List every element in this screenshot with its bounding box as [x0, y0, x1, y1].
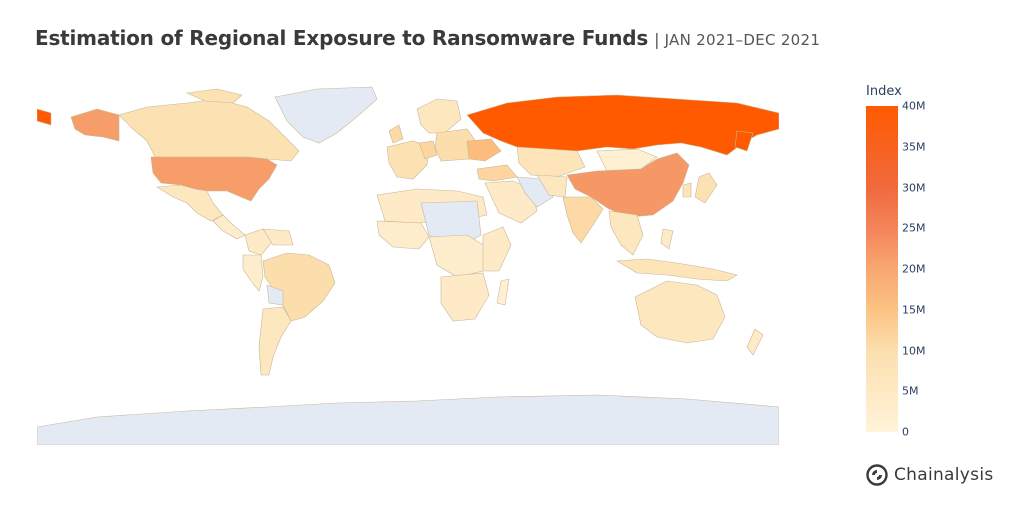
region-europe-west[interactable] [386, 140, 430, 180]
region-russia[interactable] [466, 94, 779, 156]
world-choropleth-map[interactable] [37, 85, 779, 445]
colorbar-tick-label: 5M [902, 384, 919, 398]
region-antarctica[interactable] [37, 394, 779, 445]
region-china[interactable] [566, 152, 690, 218]
region-canadian-islands[interactable] [185, 88, 243, 104]
region-russia-west-tip[interactable] [37, 108, 52, 126]
region-colombia[interactable] [244, 228, 274, 256]
chart-title: Estimation of Regional Exposure to Ranso… [35, 26, 820, 50]
region-bolivia[interactable] [266, 284, 284, 306]
region-west-africa[interactable] [376, 220, 430, 250]
colorbar-tick-label: 0 [902, 425, 909, 439]
colorbar-tick-label: 35M [902, 140, 926, 154]
colorbar-tick-label: 20M [902, 262, 926, 276]
region-south-africa[interactable] [440, 272, 490, 322]
colorbar [866, 106, 898, 432]
region-alaska-us-[interactable] [70, 108, 120, 142]
colorbar-tick-label: 10M [902, 344, 926, 357]
logo-brand-name: Chainalysis [894, 465, 994, 485]
region-new-zealand[interactable] [746, 328, 764, 356]
chart-title-main: Estimation of Regional Exposure to Ranso… [35, 26, 649, 50]
title-separator: | [654, 30, 660, 49]
chart-title-period: JAN 2021–DEC 2021 [664, 31, 821, 49]
region-united-kingdom[interactable] [388, 124, 404, 144]
region-japan[interactable] [694, 172, 718, 204]
region-indonesia[interactable] [616, 258, 738, 282]
region-argentina[interactable] [258, 306, 292, 376]
region-madagascar[interactable] [496, 278, 510, 306]
region-united-states[interactable] [150, 156, 278, 202]
chainalysis-logo: Chainalysis [866, 464, 994, 486]
colorbar-tick-label: 40M [902, 99, 926, 113]
region-australia[interactable] [634, 280, 726, 344]
region-scandinavia[interactable] [416, 98, 462, 134]
region-venezuela[interactable] [262, 228, 294, 246]
region-central-asia[interactable] [536, 174, 568, 198]
colorbar-tick-label: 25M [902, 221, 926, 235]
map-regions [37, 86, 779, 445]
region-peru[interactable] [242, 254, 264, 292]
region-turkey[interactable] [476, 164, 518, 182]
region-philippines[interactable] [660, 228, 674, 250]
region-southeast-asia[interactable] [608, 210, 644, 256]
region-russia-east-tip[interactable] [734, 130, 754, 152]
region-east-africa[interactable] [482, 226, 512, 272]
chainalysis-logo-icon [866, 464, 888, 486]
region-germany[interactable] [418, 140, 438, 160]
region-mongolia[interactable] [596, 148, 658, 172]
region-greenland[interactable] [274, 86, 378, 144]
colorbar-tick-label: 30M [902, 181, 926, 194]
region-korea[interactable] [682, 182, 692, 198]
region-india[interactable] [562, 196, 604, 244]
colorbar-title: Index [866, 84, 902, 99]
region-ukraine[interactable] [466, 138, 502, 162]
colorbar-tick-label: 15M [902, 303, 926, 317]
